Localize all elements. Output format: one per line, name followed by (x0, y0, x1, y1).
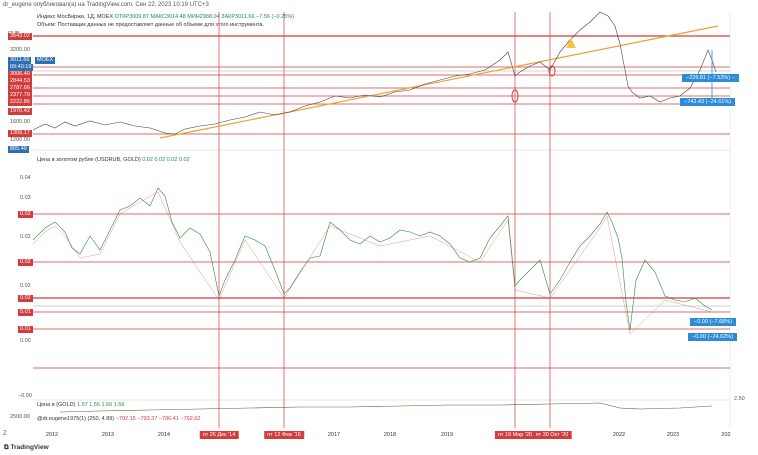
axis-tick-1200: 1200.00 (10, 137, 30, 143)
x-tick-2019: 2019 (440, 432, 454, 438)
measure-box-top-2[interactable]: −743.43 (−24.61%) (680, 98, 736, 106)
mid-axis-tick-5: −0.00 (18, 393, 32, 399)
price-label-2222: 2222.86 (8, 99, 32, 106)
price-label-805: 805.49 (8, 146, 29, 153)
trend-line[interactable] (159, 25, 719, 139)
mid-level-label-1: 0.02 (18, 211, 33, 218)
tradingview-logo[interactable]: ⧉ TradingView (4, 444, 49, 452)
top-levels (33, 35, 730, 135)
price-label-3543: 3543.02 (8, 33, 32, 40)
bottom-pane-header-1: Цена в (GOLD) 1.57 1.56 1.56 1.56 (37, 402, 124, 408)
price-label-2844: 2844.53 (8, 78, 32, 85)
middle-pane-header: Цена в золотом рубле (USDRUB, GOLD) 0.02… (37, 157, 190, 163)
mid-axis-tick-3: 0.02 (20, 283, 31, 289)
x-highlight-feb16: пт 12 Фев '16 (264, 431, 304, 439)
mid-axis-tick-2: 0.02 (20, 234, 31, 240)
bottom-axis-right: 2.50 (734, 396, 745, 402)
axis-tick-3200: 3200.00 (10, 47, 30, 53)
symbol-name[interactable]: Индекс МосБиржи, 1Д, MOEX (37, 14, 114, 20)
x-tick-2013: 2013 (101, 432, 115, 438)
bottom-pane-title-1[interactable]: Цена в (GOLD) (37, 402, 76, 408)
current-price-label: 3011.66 (8, 57, 32, 64)
event-lines (218, 12, 551, 428)
price-label-2377: 2377.79 (8, 92, 32, 99)
bottom-pane-header-2: @dr.eugene1975(1) (250, 4.89) −792.15 −7… (37, 416, 200, 422)
moex-price-series[interactable] (32, 11, 717, 135)
x-highlight-dec14: пт 26 Дек '14 (199, 431, 239, 439)
x-tick-2018: 2018 (383, 432, 397, 438)
brand-text: TradingView (10, 444, 49, 451)
bottom-pane-values-1: 1.57 1.56 1.56 1.56 (76, 402, 125, 408)
mid-level-label-4: 0.01 (18, 309, 33, 316)
volume-notice: Объем: Поставщик данных не предоставляет… (37, 22, 265, 28)
arrow-marker (566, 38, 576, 48)
x-highlight-mar20: пт 19 Мар '20 (494, 431, 536, 439)
mid-axis-tick-0: 0.04 (20, 175, 31, 181)
middle-pane-values: 0.02 0.02 0.02 0.02 (142, 157, 190, 163)
axis-tick-1600: 1600.00 (10, 119, 30, 125)
price-label-1970: 1970.42 (8, 108, 32, 115)
x-tick-202: 202 (721, 432, 731, 438)
measure-box-top-1[interactable]: −226.81 (−7.52%) − (682, 74, 739, 82)
gold-ruble-series[interactable] (32, 187, 713, 331)
x-tick-2023: 2023 (666, 432, 680, 438)
author-line: dr_eugene опубликовал(а) на TradingView.… (3, 2, 209, 8)
bottom-pane-title-2[interactable]: @dr.eugene1975(1) (250, 4.89) (37, 416, 115, 422)
x-tick-2014: 2014 (157, 432, 171, 438)
x-tick-2012: 2012 (45, 432, 59, 438)
mid-level-label-3: 0.02 (18, 295, 33, 302)
measure-box-mid-1[interactable]: −0.00 (−7.68%) (690, 318, 736, 326)
zoom-button[interactable]: Z (3, 431, 7, 437)
mid-level-label-5: 0.01 (18, 326, 33, 333)
mid-level-label-2: 0.02 (18, 259, 33, 266)
marker-ellipse-1 (511, 89, 519, 103)
symbol-info: Индекс МосБиржи, 1Д, MOEX ОТКР3009.87 МА… (37, 14, 294, 20)
middle-levels (33, 213, 730, 369)
bottom-pane-values-2: −792.15 −793.37 −786.41 −792.62 (115, 416, 201, 422)
current-time-label: 09:40:19 (8, 64, 34, 71)
price-label-2787: 2787.66 (8, 85, 32, 92)
price-label-3006: 3006.40 (8, 71, 32, 78)
x-highlight-oct20: пт 30 Окт '20 (532, 431, 572, 439)
logo-icon: ⧉ (4, 444, 11, 451)
bottom-axis-left: 2500.00 (10, 414, 30, 420)
gold-series[interactable] (59, 402, 713, 413)
x-tick-2017: 2017 (327, 432, 341, 438)
measure-box-mid-2[interactable]: −0.00 (−24.62%) (688, 333, 737, 341)
middle-pane-title[interactable]: Цена в золотом рубле (USDRUB, GOLD) (37, 157, 141, 163)
marker-ellipse-2 (548, 65, 556, 77)
ohlc-values: ОТКР3009.87 МАКС3014.48 МИН2988.04 ЗАКР3… (114, 14, 294, 20)
price-label-1309: 1309.17 (8, 130, 32, 137)
x-tick-2022: 2022 (612, 432, 626, 438)
mid-axis-tick-4: 0.00 (20, 338, 31, 344)
symbol-tag: MOEX (35, 57, 56, 64)
mid-axis-tick-1: 0.03 (20, 195, 31, 201)
